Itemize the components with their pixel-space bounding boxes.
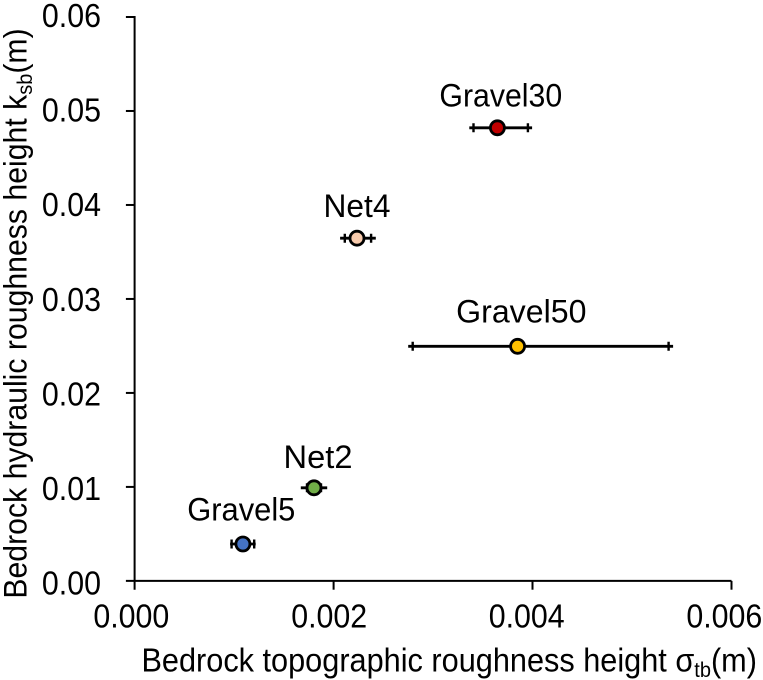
svg-text:Net2: Net2	[284, 439, 353, 475]
svg-text:0.01: 0.01	[42, 470, 101, 507]
svg-text:0.006: 0.006	[686, 597, 762, 634]
svg-text:Gravel50: Gravel50	[456, 294, 586, 330]
svg-text:Bedrock topographic roughness: Bedrock topographic roughness height σtb…	[141, 641, 757, 680]
svg-text:0.03: 0.03	[42, 281, 101, 318]
svg-text:0.000: 0.000	[93, 597, 169, 634]
svg-text:Bedrock hydraulic roughness he: Bedrock hydraulic roughness height ksb(m…	[0, 28, 37, 598]
svg-text:Net4: Net4	[324, 188, 391, 224]
svg-text:0.06: 0.06	[42, 0, 101, 34]
svg-text:0.002: 0.002	[291, 597, 367, 634]
svg-text:0.00: 0.00	[42, 564, 101, 601]
svg-text:Gravel30: Gravel30	[439, 78, 562, 114]
svg-text:Gravel5: Gravel5	[187, 492, 295, 528]
svg-text:0.04: 0.04	[42, 186, 101, 223]
svg-text:0.05: 0.05	[42, 91, 101, 128]
svg-text:0.02: 0.02	[42, 375, 101, 412]
svg-text:0.004: 0.004	[489, 597, 565, 634]
